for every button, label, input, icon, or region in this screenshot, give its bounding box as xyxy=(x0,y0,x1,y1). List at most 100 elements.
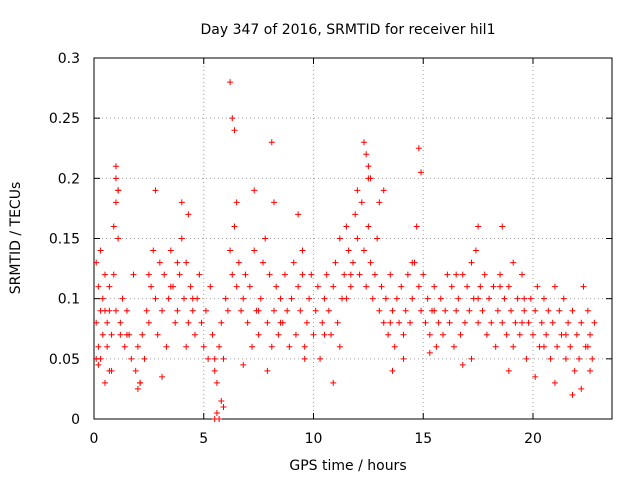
data-point xyxy=(150,247,157,254)
data-point xyxy=(343,295,350,302)
data-point xyxy=(249,343,256,350)
data-point xyxy=(345,247,352,254)
data-point xyxy=(556,307,563,314)
data-point xyxy=(569,307,576,314)
data-point xyxy=(510,343,517,350)
data-point xyxy=(264,319,271,326)
data-point xyxy=(317,355,324,362)
data-point xyxy=(222,295,229,302)
data-point xyxy=(591,319,598,326)
data-point xyxy=(143,307,150,314)
data-point xyxy=(117,319,124,326)
data-point xyxy=(233,199,240,206)
data-point xyxy=(540,343,547,350)
data-point xyxy=(95,283,102,290)
data-point xyxy=(110,223,117,230)
data-point xyxy=(260,259,267,266)
data-point xyxy=(268,343,275,350)
data-point xyxy=(389,307,396,314)
data-point xyxy=(404,271,411,278)
data-point xyxy=(354,187,361,194)
data-point xyxy=(356,271,363,278)
data-point xyxy=(475,295,482,302)
data-point xyxy=(587,367,594,374)
data-point xyxy=(266,271,273,278)
data-point xyxy=(106,283,113,290)
y-axis-label: SRMTID / TECUs xyxy=(8,182,24,295)
data-point xyxy=(385,331,392,338)
data-point xyxy=(540,295,547,302)
data-point xyxy=(303,319,310,326)
data-point xyxy=(101,271,108,278)
data-point xyxy=(497,271,504,278)
data-point xyxy=(134,343,141,350)
data-point xyxy=(499,319,506,326)
data-point xyxy=(148,283,155,290)
data-point xyxy=(240,361,247,368)
data-point xyxy=(393,295,400,302)
data-point xyxy=(145,319,152,326)
data-point xyxy=(270,307,277,314)
data-point xyxy=(288,295,295,302)
data-point xyxy=(295,211,302,218)
data-point xyxy=(284,307,291,314)
data-point xyxy=(220,355,227,362)
data-point xyxy=(189,307,196,314)
data-point xyxy=(332,259,339,266)
data-point xyxy=(453,271,460,278)
y-tick-label: 0.25 xyxy=(49,111,80,127)
x-tick-label: 0 xyxy=(90,431,99,447)
data-point xyxy=(108,331,115,338)
data-point xyxy=(587,331,594,338)
data-point xyxy=(398,283,405,290)
data-point xyxy=(464,283,471,290)
data-point xyxy=(519,271,526,278)
data-point xyxy=(321,331,328,338)
data-point xyxy=(235,259,242,266)
data-point xyxy=(312,307,319,314)
data-point xyxy=(532,307,539,314)
y-tick-label: 0.2 xyxy=(58,171,80,187)
data-point xyxy=(121,343,128,350)
data-point xyxy=(95,343,102,350)
data-point xyxy=(325,307,332,314)
data-point xyxy=(562,355,569,362)
data-point xyxy=(433,343,440,350)
y-tick-label: 0 xyxy=(71,412,80,428)
data-point xyxy=(567,343,574,350)
data-point xyxy=(584,307,591,314)
data-point xyxy=(174,307,181,314)
data-point xyxy=(505,367,512,374)
data-point xyxy=(119,295,126,302)
data-point xyxy=(350,259,356,266)
data-point xyxy=(328,331,335,338)
data-point xyxy=(380,187,387,194)
data-point xyxy=(137,379,144,386)
data-point xyxy=(301,355,308,362)
data-point xyxy=(115,235,122,242)
data-point xyxy=(159,307,166,314)
data-point xyxy=(418,169,425,176)
data-point xyxy=(238,307,245,314)
data-point xyxy=(218,319,225,326)
data-point xyxy=(363,283,370,290)
data-point xyxy=(101,379,108,386)
data-point xyxy=(374,235,381,242)
data-point xyxy=(409,259,416,266)
data-point xyxy=(468,355,475,362)
data-point xyxy=(209,331,216,338)
data-point xyxy=(183,343,190,350)
data-point xyxy=(229,115,236,122)
data-point xyxy=(152,295,159,302)
data-point xyxy=(365,163,372,170)
data-point xyxy=(358,199,365,206)
data-point xyxy=(547,355,554,362)
data-point xyxy=(501,295,508,302)
data-point xyxy=(415,145,422,152)
data-point xyxy=(391,343,398,350)
data-point xyxy=(422,319,429,326)
data-point xyxy=(130,271,137,278)
data-point xyxy=(409,295,416,302)
data-point xyxy=(516,331,523,338)
data-point xyxy=(200,343,207,350)
